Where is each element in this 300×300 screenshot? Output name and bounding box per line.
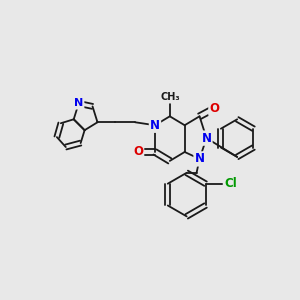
Text: O: O <box>209 102 219 115</box>
Text: N: N <box>202 132 212 145</box>
Text: O: O <box>133 146 143 158</box>
Text: CH₃: CH₃ <box>160 92 180 103</box>
Text: N: N <box>74 98 83 108</box>
Text: Cl: Cl <box>224 177 237 190</box>
Text: N: N <box>194 152 205 165</box>
Text: N: N <box>150 119 160 132</box>
